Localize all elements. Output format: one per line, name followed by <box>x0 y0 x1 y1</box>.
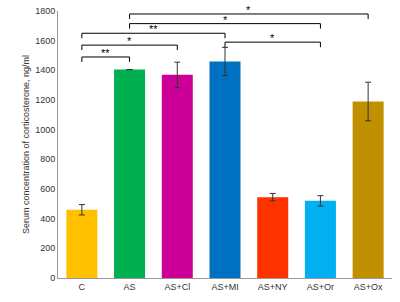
svg-text:AS+Ox: AS+Ox <box>354 282 383 292</box>
svg-text:1000: 1000 <box>35 125 55 135</box>
svg-text:Serum concentration of cortico: Serum concentration of corticosterone, n… <box>21 55 31 234</box>
svg-text:AS+Cl: AS+Cl <box>164 282 190 292</box>
svg-text:0: 0 <box>50 273 55 283</box>
svg-text:1200: 1200 <box>35 95 55 105</box>
svg-text:1800: 1800 <box>35 6 55 16</box>
svg-text:*: * <box>223 14 228 26</box>
svg-text:AS+NY: AS+NY <box>258 282 288 292</box>
svg-text:*: * <box>127 35 132 47</box>
svg-text:400: 400 <box>40 214 55 224</box>
svg-text:600: 600 <box>40 184 55 194</box>
svg-text:**: ** <box>149 23 158 35</box>
svg-text:200: 200 <box>40 243 55 253</box>
svg-text:**: ** <box>101 47 110 59</box>
svg-text:AS+Or: AS+Or <box>307 282 334 292</box>
svg-text:AS+MI: AS+MI <box>211 282 238 292</box>
svg-text:C: C <box>79 282 86 292</box>
svg-text:1400: 1400 <box>35 65 55 75</box>
svg-text:*: * <box>246 4 251 16</box>
svg-text:AS: AS <box>124 282 136 292</box>
svg-text:800: 800 <box>40 154 55 164</box>
svg-text:*: * <box>270 32 275 44</box>
svg-text:1600: 1600 <box>35 36 55 46</box>
